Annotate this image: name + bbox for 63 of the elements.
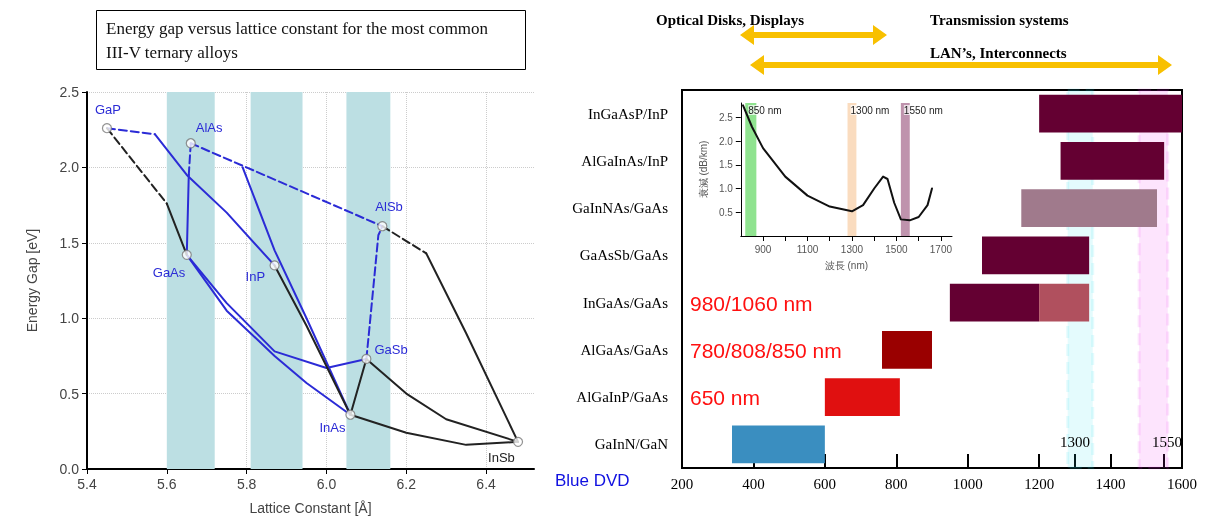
y-tick-label: 0.0 (59, 461, 80, 477)
y-tick-label: 1.5 (59, 234, 80, 251)
text: Transmission systems (930, 12, 1069, 28)
x-tick-label: 5.6 (157, 476, 177, 492)
x-tick-label: 400 (742, 475, 765, 492)
y-tick-label: 1.5 (718, 159, 734, 171)
x-tick-label: 200 (670, 475, 694, 492)
y-tick-label: GaInN/GaN (594, 436, 669, 453)
annotation: InP (245, 268, 266, 284)
x-axis-title: 波長 (nm) (824, 259, 869, 271)
annotation: 1550 (1152, 434, 1182, 450)
annotation: AlSb (375, 198, 403, 214)
annotation: 650 nm (690, 385, 761, 409)
band-label: 1300 nm (850, 104, 890, 116)
y-tick-label: GaInNAs/GaAs (572, 200, 669, 217)
y-tick-label: AlGaInP/GaAs (576, 389, 669, 406)
x-tick-label: 1400 (1095, 475, 1126, 492)
annotation: 980/1060 nm (690, 291, 813, 315)
x-tick-label: 6.4 (476, 476, 497, 492)
x-tick-label: 1200 (1024, 475, 1055, 492)
annotation: GaSb (374, 342, 408, 358)
text: LAN’s, Interconnects (930, 45, 1067, 61)
annotation: 1300 (1060, 434, 1090, 450)
x-tick-label: 600 (813, 475, 837, 492)
x-tick-label: 1700 (929, 243, 953, 255)
x-tick-label: 6.0 (316, 476, 337, 492)
annotation: 780/808/850 nm (690, 338, 842, 362)
y-tick-label: 2.5 (59, 84, 80, 100)
annotation: GaP (94, 101, 121, 117)
annotation: AlAs (195, 119, 223, 135)
x-tick-label: 800 (885, 475, 908, 492)
annotation: InAs (319, 420, 346, 436)
band-label: 850 nm (748, 104, 782, 116)
y-axis-title: Energy Gap [eV] (24, 228, 40, 333)
y-tick-label: AlGaAs/GaAs (580, 341, 669, 358)
y-tick-label: 0.5 (718, 206, 734, 218)
x-tick-label: 5.4 (77, 476, 97, 492)
y-axis-title: 衰減 (dB/km) (697, 140, 709, 199)
chart-title: Energy gap versus lattice constant for the most common III-V ternary alloys (106, 18, 493, 62)
x-tick-label: 1500 (885, 243, 908, 255)
band-label: 1550 nm (903, 104, 943, 116)
x-tick-label: 1300 (840, 243, 864, 255)
x-tick-label: 900 (754, 243, 772, 255)
annotation: InSb (488, 450, 515, 466)
x-tick-label: 5.8 (236, 476, 257, 492)
text: Blue DVD (555, 470, 630, 490)
text: Optical Disks, Displays (656, 12, 805, 28)
y-tick-label: 2.5 (718, 111, 734, 123)
x-tick-label: 1100 (796, 243, 819, 255)
y-tick-label: InGaAsP/InP (587, 105, 668, 122)
x-tick-label: 1600 (1167, 475, 1197, 492)
y-tick-label: 2.0 (59, 159, 80, 176)
y-tick-label: AlGaInAs/InP (581, 152, 668, 169)
y-tick-label: 1.0 (718, 183, 734, 194)
y-tick-label: 1.0 (59, 310, 80, 327)
y-tick-label: 2.0 (718, 135, 734, 147)
annotation: GaAs (152, 265, 186, 281)
x-tick-label: 1000 (952, 475, 983, 492)
y-tick-label: InGaAs/GaAs (583, 294, 669, 311)
y-tick-label: GaAsSb/GaAs (579, 247, 669, 264)
y-tick-label: 0.5 (59, 385, 80, 402)
x-tick-label: 6.2 (396, 476, 417, 492)
x-axis-title: Lattice Constant [Å] (249, 500, 372, 516)
